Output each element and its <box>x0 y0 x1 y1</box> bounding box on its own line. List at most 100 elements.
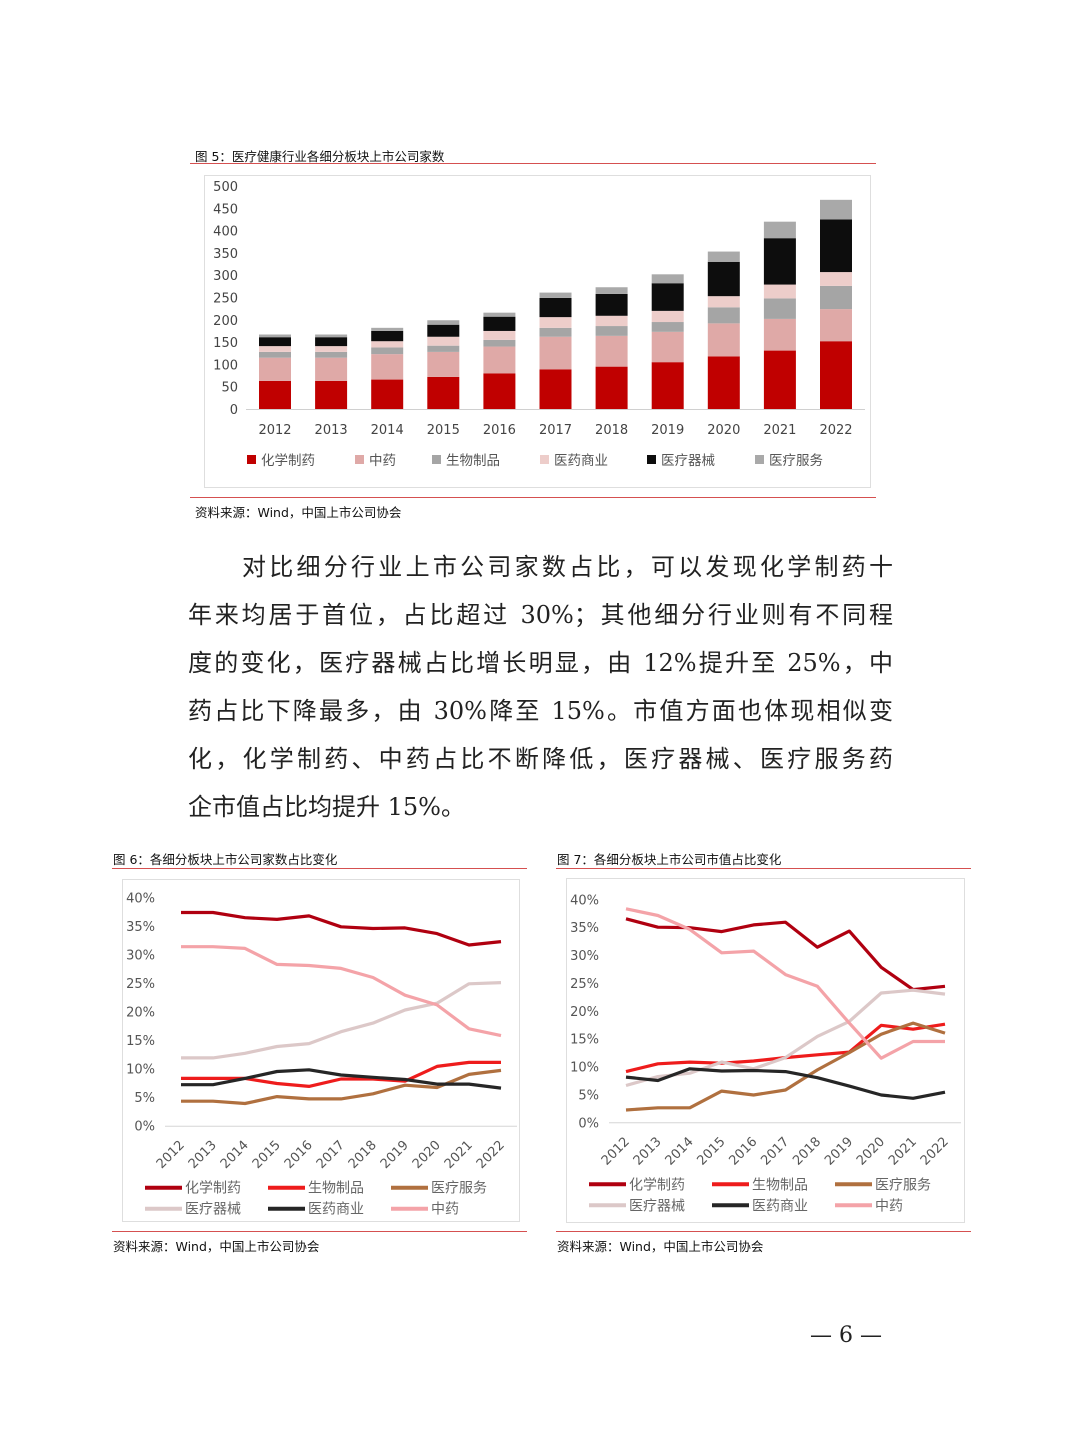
bar-segment <box>595 335 628 367</box>
x-tick-label: 2013 <box>315 423 348 438</box>
bar-segment <box>259 351 291 358</box>
legend-label: 化学制药 <box>261 453 315 469</box>
x-tick-label: 2018 <box>790 1135 824 1169</box>
fig6-caption: 图 6：各细分板块上市公司家数占比变化 <box>113 852 338 867</box>
bar-segment <box>259 334 291 338</box>
fig5-bottom-rule <box>190 497 876 498</box>
y-tick-label: 500 <box>213 180 238 195</box>
bar-segment <box>259 337 291 347</box>
x-tick-label: 2012 <box>258 423 291 438</box>
x-tick-label: 2015 <box>427 423 460 438</box>
bar-segment <box>707 323 740 357</box>
bar-segment <box>483 373 516 409</box>
y-tick-label: 25% <box>126 977 155 992</box>
y-tick-label: 10% <box>126 1063 155 1078</box>
bar-segment <box>315 346 348 352</box>
bar-segment <box>820 341 852 409</box>
bar-segment <box>259 357 291 381</box>
y-tick-label: 25% <box>570 977 599 992</box>
bar-segment <box>763 350 796 409</box>
y-tick-label: 400 <box>213 225 238 240</box>
paragraph-line: 度的变化，医疗器械占比增长明显，由 12%提升至 25%，中 <box>188 649 893 677</box>
fig7-bottom-rule <box>556 1231 971 1232</box>
bar-segment <box>539 317 572 328</box>
y-tick-label: 35% <box>570 921 599 936</box>
series-line <box>181 945 502 1038</box>
bar-segment <box>595 315 628 327</box>
legend-label: 医疗服务 <box>769 453 823 469</box>
x-tick-label: 2020 <box>854 1135 888 1169</box>
x-tick-label: 2014 <box>663 1135 697 1169</box>
bar-segment <box>651 362 684 409</box>
legend-swatch <box>355 455 364 464</box>
series-line <box>181 981 502 1060</box>
x-tick-label: 2022 <box>918 1135 952 1169</box>
y-tick-label: 5% <box>578 1088 599 1103</box>
x-tick-label: 2019 <box>651 423 684 438</box>
y-tick-label: 40% <box>126 892 155 907</box>
legend-label: 医疗服务 <box>875 1177 931 1193</box>
bar-segment <box>315 357 348 381</box>
bar-segment <box>707 356 740 409</box>
legend-swatch <box>247 455 256 464</box>
bar-segment <box>763 298 796 319</box>
bar-segment <box>539 327 572 337</box>
fig6-bottom-rule <box>112 1231 527 1232</box>
legend-label: 医药商业 <box>554 453 608 469</box>
fig5-bar-chart: 0 50 100 150 200 250 300 350 400 450 500 2012 2013 20… <box>213 180 865 469</box>
y-tick-label: 20% <box>570 1005 599 1020</box>
series-line <box>625 917 946 992</box>
bar-segment <box>651 283 684 311</box>
legend-label: 化学制药 <box>629 1177 685 1193</box>
page-number: — 6 — <box>810 1323 882 1348</box>
legend-swatch <box>540 455 549 464</box>
x-tick-label: 2016 <box>726 1135 760 1169</box>
fig7-source: 资料来源：Wind，中国上市公司协会 <box>557 1239 764 1254</box>
paragraph-line: 化，化学制药、中药占比不断降低，医疗器械、医疗服务药 <box>188 745 893 773</box>
x-tick-label: 2012 <box>599 1135 633 1169</box>
bar-segment <box>371 379 404 409</box>
bar-segment <box>595 366 628 409</box>
bar-segment <box>427 336 460 346</box>
paragraph-line: 企市值占比均提升 15%。 <box>188 793 465 821</box>
legend-label: 医疗器械 <box>661 453 715 469</box>
series-line <box>181 1068 502 1090</box>
fig5-caption: 图 5：医疗健康行业各细分板块上市公司家数 <box>195 149 445 164</box>
series-line <box>625 1022 946 1074</box>
bar-segment <box>651 274 684 284</box>
x-tick-label: 2013 <box>631 1135 665 1169</box>
bar-segment <box>651 322 684 332</box>
y-tick-label: 15% <box>126 1034 155 1049</box>
legend-swatch <box>647 455 656 464</box>
x-tick-label: 2014 <box>371 423 404 438</box>
legend-label: 医疗器械 <box>185 1202 241 1218</box>
fig7-line-chart: 0%5%10%15%20%25%30%35%40%201220132014201… <box>570 893 961 1214</box>
legend-swatch <box>755 455 764 464</box>
bar-segment <box>259 346 291 352</box>
bar-segment <box>315 351 348 358</box>
bar-segment <box>427 351 460 377</box>
legend-label: 中药 <box>369 453 396 469</box>
legend-label: 中药 <box>431 1202 459 1218</box>
x-tick-label: 2017 <box>758 1135 792 1169</box>
bar-segment <box>371 354 404 380</box>
series-line <box>625 907 945 1060</box>
bar-segment <box>707 307 740 324</box>
bar-segment <box>315 334 348 338</box>
bar-segment <box>259 380 291 409</box>
fig6-top-rule <box>112 868 527 869</box>
series-line <box>181 910 502 947</box>
x-tick-label: 2018 <box>595 423 628 438</box>
bar-segment <box>651 331 684 363</box>
y-tick-label: 100 <box>213 358 238 373</box>
paragraph-line: 药占比下降最多，由 30%降至 15%。市值方面也体现相似变 <box>188 697 893 725</box>
series-line <box>181 1060 501 1089</box>
x-tick-label: 2022 <box>819 423 852 438</box>
y-tick-label: 10% <box>570 1061 599 1076</box>
fig7-caption: 图 7：各细分板块上市公司市值占比变化 <box>557 852 782 867</box>
bar-segment <box>371 327 404 331</box>
legend-label: 生物制品 <box>752 1177 808 1193</box>
bar-segment <box>820 219 852 273</box>
y-tick-label: 350 <box>213 247 238 262</box>
bar-segment <box>763 238 796 285</box>
